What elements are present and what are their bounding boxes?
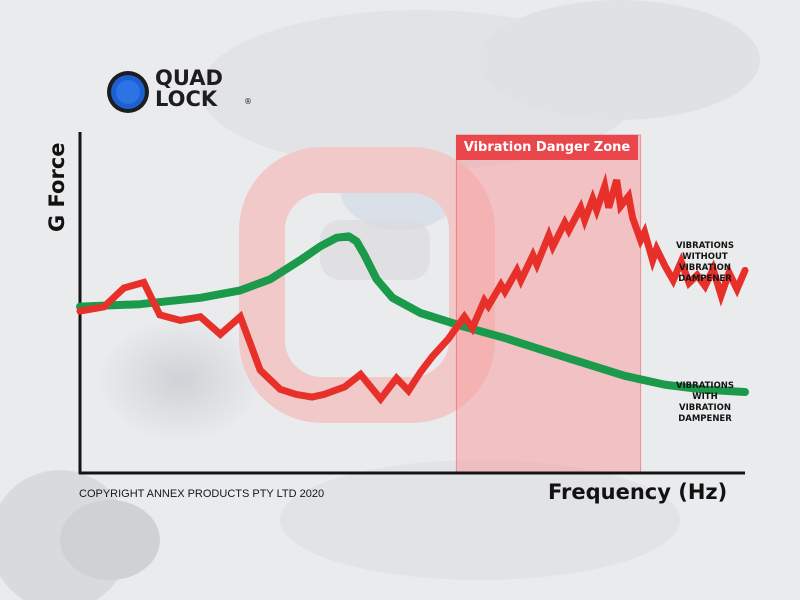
legend-line: VIBRATION [679,403,731,413]
legend-line: VIBRATIONS [675,381,735,391]
legend-line: VIBRATION [679,263,731,273]
y-axis-label: G Force [45,142,69,232]
series-line-without-dampener [76,172,749,405]
legend-without-dampener: VIBRATIONS WITHOUT VIBRATION DAMPENER [660,241,750,285]
legend-line: DAMPENER [678,274,732,284]
legend-line: VIBRATIONS [675,241,735,251]
series-line-with-dampener [76,232,749,396]
logo-wordmark: QUAD LOCK [155,68,223,110]
legend-line: DAMPENER [678,414,732,424]
legend-with-dampener: VIBRATIONS WITH VIBRATION DAMPENER [660,381,750,425]
quad-lock-logo-icon [107,71,149,113]
x-axis-label: Frequency (Hz) [548,480,728,504]
logo-line-1: QUAD [155,66,223,90]
logo-line-2: LOCK [155,87,218,111]
legend-line: WITHOUT [682,252,728,262]
legend-line: WITH [692,392,718,402]
danger-zone-label: Vibration Danger Zone [456,135,638,160]
copyright-text: COPYRIGHT ANNEX PRODUCTS PTY LTD 2020 [79,488,325,500]
registered-mark: ® [244,97,252,106]
